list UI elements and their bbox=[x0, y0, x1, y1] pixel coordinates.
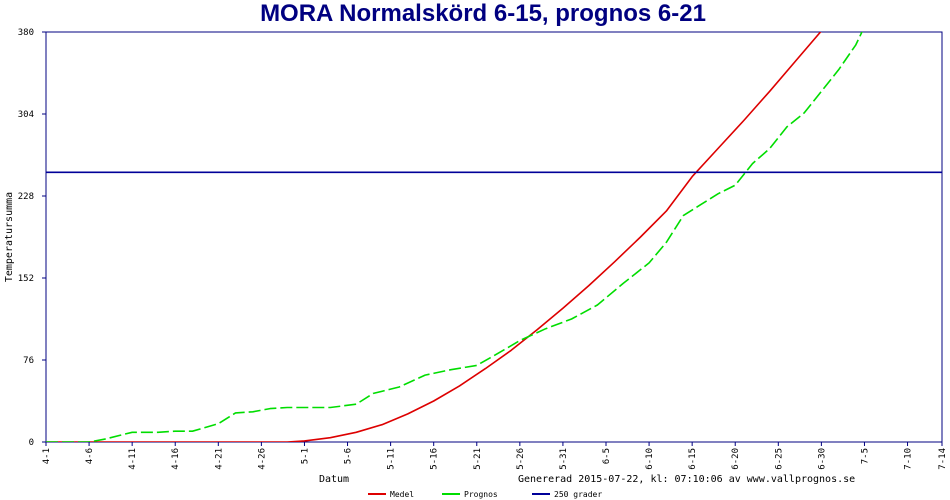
series-layer bbox=[46, 32, 942, 442]
x-tick-label: 5-31 bbox=[559, 448, 569, 470]
y-tick-label: 304 bbox=[18, 110, 34, 120]
x-tick-label: 5-16 bbox=[430, 448, 440, 470]
x-tick-label: 5-11 bbox=[387, 448, 397, 470]
y-tick-label: 228 bbox=[18, 192, 34, 202]
legend-label: 250 grader bbox=[554, 490, 602, 499]
y-tick-label: 76 bbox=[23, 356, 34, 366]
y-tick-label: 0 bbox=[29, 438, 34, 448]
plot-area bbox=[45, 31, 943, 443]
legend-label: Medel bbox=[390, 490, 414, 499]
x-tick-label: 6-30 bbox=[817, 448, 827, 470]
x-tick-label: 4-1 bbox=[42, 448, 52, 464]
legend: Medel Prognos 250 grader bbox=[368, 490, 602, 499]
x-tick-label: 7-5 bbox=[860, 448, 870, 464]
footer-text: Genererad 2015-07-22, kl: 07:10:06 av ww… bbox=[518, 474, 855, 485]
x-tick-label: 7-14 bbox=[938, 448, 948, 470]
series-line bbox=[46, 32, 822, 442]
x-tick-label: 6-10 bbox=[645, 448, 655, 470]
y-axis-label: Temperatursumma bbox=[4, 192, 15, 282]
x-axis: 4-1 4-6 4-11 4-16 4-21 4-26 5-1 5-6 5-11 5-16 5-21… bbox=[42, 442, 948, 470]
y-tick-label: 380 bbox=[18, 28, 34, 38]
x-tick-label: 5-1 bbox=[300, 448, 310, 464]
x-tick-label: 6-20 bbox=[731, 448, 741, 470]
x-tick-label: 6-5 bbox=[602, 448, 612, 464]
x-axis-label: Datum bbox=[319, 474, 349, 485]
x-tick-label: 4-26 bbox=[257, 448, 267, 470]
x-tick-label: 4-6 bbox=[85, 448, 95, 464]
x-tick-label: 5-6 bbox=[344, 448, 354, 464]
x-tick-label: 6-25 bbox=[774, 448, 784, 470]
chart-title: MORA Normalskörd 6-15, prognos 6-21 bbox=[260, 0, 706, 27]
x-tick-label: 4-16 bbox=[171, 448, 181, 470]
x-tick-label: 7-10 bbox=[904, 448, 914, 470]
x-tick-label: 5-26 bbox=[516, 448, 526, 470]
x-tick-label: 5-21 bbox=[473, 448, 483, 470]
legend-label: Prognos bbox=[464, 490, 498, 499]
x-tick-label: 6-15 bbox=[688, 448, 698, 470]
y-axis: 0 76 152 228 304 380 bbox=[18, 28, 46, 448]
x-tick-label: 4-11 bbox=[128, 448, 138, 470]
y-tick-label: 152 bbox=[18, 274, 34, 284]
x-tick-label: 4-21 bbox=[214, 448, 224, 470]
series-line bbox=[46, 32, 863, 442]
